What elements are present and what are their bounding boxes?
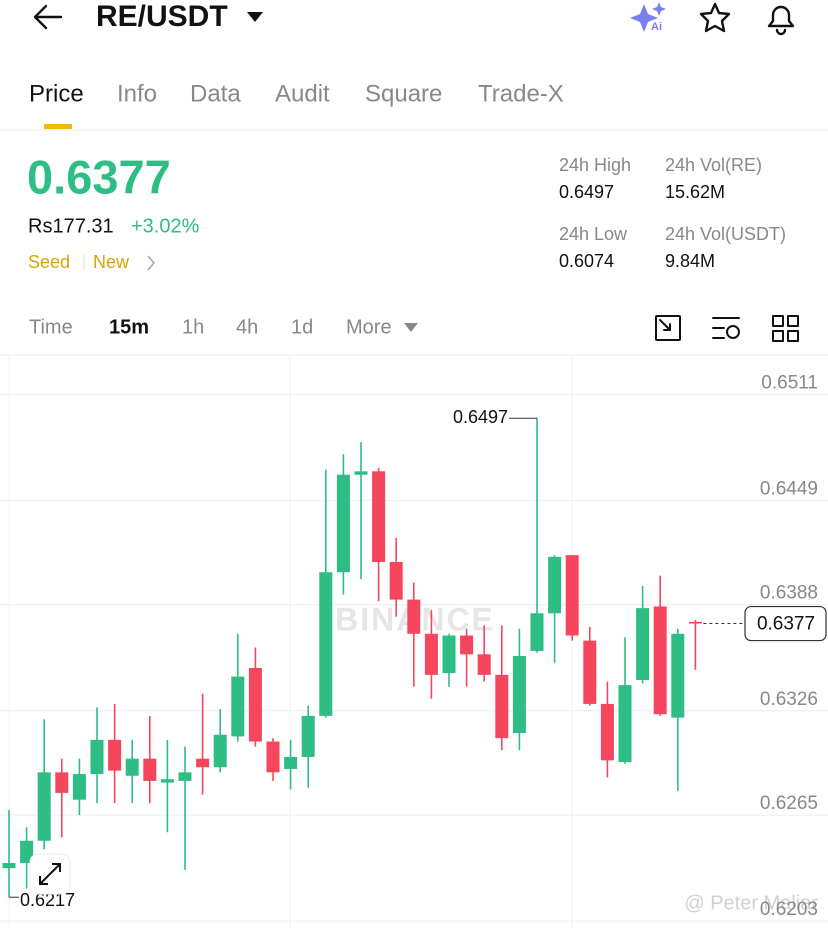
candle-body	[336, 474, 350, 573]
last-price: 0.6377	[27, 150, 171, 203]
stat-value: 0.6074	[559, 251, 614, 271]
candle-body	[178, 772, 192, 781]
candle-body	[266, 741, 280, 773]
alert-button[interactable]	[767, 5, 795, 36]
candle-body	[301, 715, 315, 757]
high-label: 0.6497	[453, 407, 508, 427]
y-tick-label: 0.6326	[760, 689, 818, 710]
candle-body	[424, 633, 438, 675]
candle-body	[248, 668, 262, 742]
candle-body	[372, 471, 386, 562]
timeframe[interactable]: Time	[29, 316, 73, 338]
stat-value: 15.62M	[665, 182, 725, 202]
candle-body	[20, 840, 34, 864]
candle-body	[548, 556, 562, 614]
candle-body	[37, 772, 51, 841]
candle-body	[636, 608, 650, 680]
candle-body	[72, 774, 86, 800]
layout-button[interactable]	[772, 315, 799, 342]
candle-body	[653, 606, 667, 715]
candle-body	[688, 621, 702, 624]
timeframe[interactable]: 1h	[182, 316, 204, 338]
candle-body	[618, 685, 632, 763]
candle-body	[2, 863, 16, 869]
candle-body	[143, 758, 157, 781]
back-button[interactable]	[33, 4, 63, 30]
candle-body	[565, 555, 579, 636]
watermark: @ Peter Maliar	[684, 892, 818, 914]
y-tick-label: 0.6203	[760, 899, 818, 920]
candle-body	[512, 656, 526, 734]
timeframe[interactable]: More	[346, 316, 392, 338]
candle-body	[389, 561, 403, 600]
candle-body	[196, 758, 210, 768]
ai-button[interactable]: Ai	[630, 2, 666, 33]
candle-body	[354, 471, 368, 475]
candle-body	[319, 572, 333, 716]
candle-body	[231, 676, 245, 737]
tab[interactable]: Price	[29, 80, 84, 107]
candle-body	[477, 654, 491, 675]
fiat-price: Rs177.31	[28, 215, 114, 237]
stat-label: 24h Low	[559, 224, 628, 244]
tab[interactable]: Audit	[275, 80, 330, 107]
y-tick-label: 0.6511	[761, 372, 818, 393]
tab[interactable]: Info	[117, 80, 157, 107]
tab[interactable]: Data	[190, 80, 241, 107]
active-tab-indicator	[44, 124, 72, 129]
y-tick-label: 0.6265	[760, 793, 818, 814]
price-change: +3.02%	[131, 215, 200, 237]
y-tick-label: 0.6388	[760, 583, 818, 604]
stat-label: 24h High	[559, 155, 631, 175]
plot: 0.6511 0.6449 0.6388 0.6326 0.6265 0.6203 0.64…	[0, 372, 828, 922]
low-label: 0.6217	[20, 890, 75, 910]
candle-body	[55, 772, 69, 793]
candle-body	[284, 756, 298, 769]
candle-body	[495, 674, 509, 739]
fullscreen-button[interactable]	[29, 853, 71, 895]
indicator-button[interactable]	[712, 317, 740, 339]
chart-settings-button[interactable]	[655, 315, 681, 341]
chevron	[147, 255, 156, 271]
more-caret	[404, 323, 418, 332]
favorite-button[interactable]	[699, 2, 731, 33]
candle-body	[530, 613, 544, 651]
candle-body	[160, 779, 174, 783]
tab[interactable]: Trade-X	[478, 80, 564, 107]
last-price-label: 0.6377	[757, 614, 815, 635]
candle-body	[108, 739, 122, 771]
timeframe[interactable]: 15m	[109, 316, 149, 338]
stat-label: 24h Vol(RE)	[665, 155, 762, 175]
timeframe[interactable]: 4h	[236, 316, 258, 338]
tag[interactable]: New	[93, 252, 130, 272]
last-price-box	[744, 605, 827, 642]
timeframe[interactable]: 1d	[291, 316, 313, 338]
candle-body	[600, 703, 614, 761]
candle-body	[442, 635, 456, 674]
candle-body	[671, 633, 685, 718]
stat-label: 24h Vol(USDT)	[665, 224, 786, 244]
pair-dropdown[interactable]	[247, 12, 263, 22]
tag[interactable]: Seed	[28, 252, 70, 272]
candle-body	[90, 739, 104, 775]
svg-text:Ai: Ai	[651, 21, 662, 33]
stat-value: 9.84M	[665, 251, 715, 271]
candle-body	[583, 640, 597, 704]
candle-body	[125, 758, 139, 776]
candle-body	[407, 599, 421, 634]
stat-value: 0.6497	[559, 182, 614, 202]
y-tick-label: 0.6449	[760, 478, 818, 499]
tab[interactable]: Square	[365, 80, 442, 107]
pair-title[interactable]: RE/USDT	[96, 0, 228, 33]
candle-body	[460, 635, 474, 655]
candle-body	[213, 734, 227, 768]
